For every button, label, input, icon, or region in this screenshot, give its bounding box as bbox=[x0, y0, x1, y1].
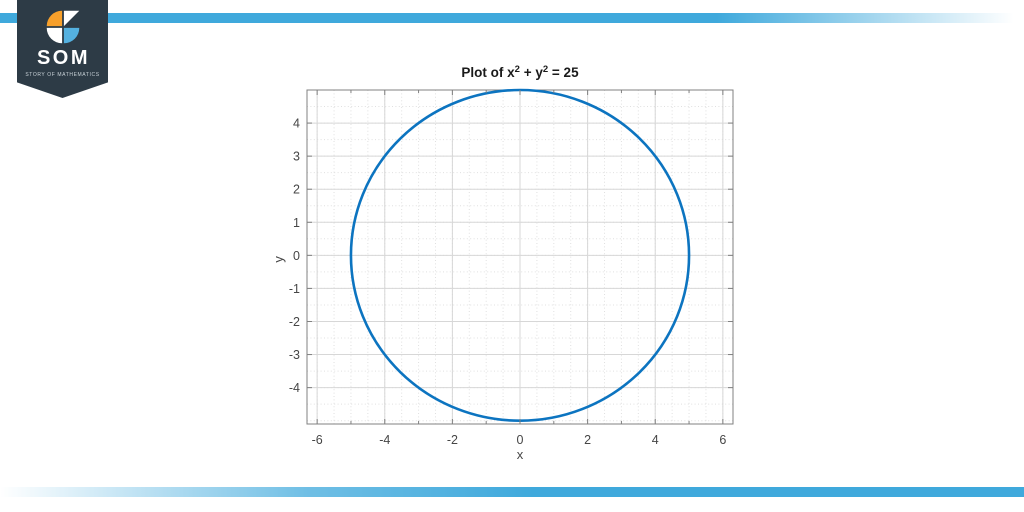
logo-text: SOM bbox=[36, 47, 91, 69]
x-tick-label: -4 bbox=[379, 433, 390, 447]
y-tick-label: -3 bbox=[289, 348, 300, 362]
title-exponent: 2 bbox=[542, 64, 549, 75]
x-tick-label: 2 bbox=[584, 433, 591, 447]
y-tick-label: -2 bbox=[289, 315, 300, 329]
title-text: + y bbox=[519, 65, 543, 80]
y-tick-label: -4 bbox=[289, 381, 300, 395]
y-axis-label: y bbox=[271, 256, 286, 263]
title-text: = 25 bbox=[548, 65, 579, 80]
x-tick-label: -2 bbox=[447, 433, 458, 447]
title-text: Plot of x bbox=[461, 65, 515, 80]
y-tick-label: 0 bbox=[293, 249, 300, 263]
chart-title: Plot of x2 + y2 = 25 bbox=[307, 64, 733, 80]
y-tick-label: 4 bbox=[293, 117, 300, 131]
x-axis-label: x bbox=[517, 447, 524, 462]
x-tick-label: 0 bbox=[517, 433, 524, 447]
bottom-accent-bar bbox=[0, 487, 1024, 497]
logo-subtext: STORY OF MATHEMATICS bbox=[25, 72, 100, 78]
y-tick-label: 3 bbox=[293, 150, 300, 164]
y-tick-label: 1 bbox=[293, 216, 300, 230]
title-exponent: 2 bbox=[514, 64, 520, 75]
x-tick-label: 4 bbox=[652, 433, 659, 447]
x-tick-label: -6 bbox=[312, 433, 323, 447]
y-tick-label: -1 bbox=[289, 282, 300, 296]
top-accent-bar bbox=[0, 13, 1024, 23]
logo-banner[interactable]: SOM STORY OF MATHEMATICS bbox=[17, 0, 108, 98]
x-tick-label: 6 bbox=[719, 433, 726, 447]
som-logo-icon bbox=[46, 10, 79, 44]
y-tick-label: 2 bbox=[293, 183, 300, 197]
